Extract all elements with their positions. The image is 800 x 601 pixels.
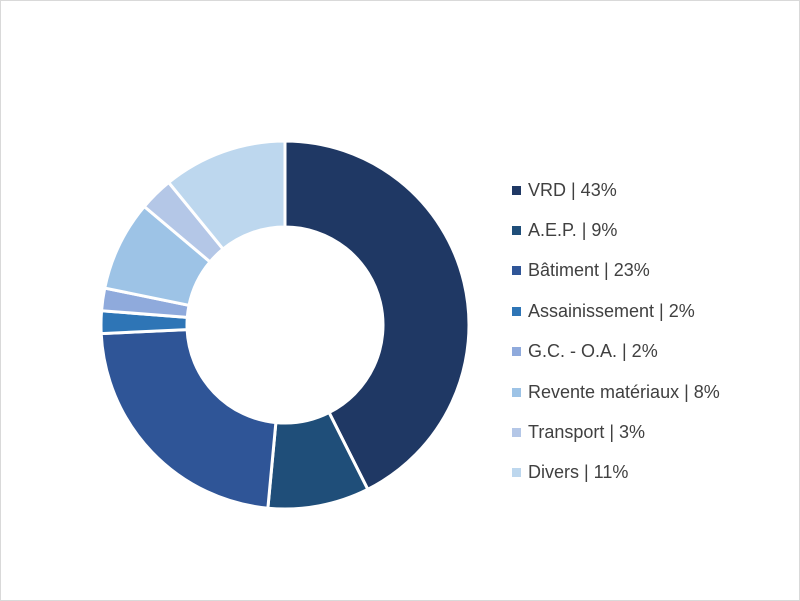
legend-item-0: VRD | 43% — [512, 170, 720, 210]
legend-label: Divers | 11% — [528, 462, 629, 483]
legend-label: VRD | 43% — [528, 179, 617, 200]
legend-swatch — [512, 428, 521, 438]
legend-item-3: Assainissement | 2% — [512, 291, 720, 331]
legend-item-1: A.E.P. | 9% — [512, 210, 720, 250]
legend-label: A.E.P. | 9% — [528, 220, 618, 241]
chart-legend: VRD | 43% A.E.P. | 9% Bâtiment | 23% Assain… — [512, 170, 720, 493]
donut-slice-7 — [166, 139, 287, 252]
legend-item-4: G.C. - O.A. | 2% — [512, 332, 720, 372]
legend-label: Transport | 3% — [528, 422, 646, 443]
donut-slice-2 — [99, 328, 278, 510]
legend-swatch — [512, 468, 521, 478]
legend-swatch — [512, 185, 521, 195]
legend-swatch — [512, 306, 521, 316]
legend-swatch — [512, 387, 521, 397]
legend-label: Assainissement | 2% — [528, 300, 695, 321]
legend-swatch — [512, 347, 521, 357]
legend-item-2: Bâtiment | 23% — [512, 251, 720, 291]
legend-swatch — [512, 266, 521, 276]
donut-slice-0 — [283, 139, 471, 492]
legend-label: Bâtiment | 23% — [528, 260, 650, 281]
legend-label: Revente matériaux | 8% — [528, 381, 720, 402]
legend-item-6: Transport | 3% — [512, 412, 720, 452]
legend-label: G.C. - O.A. | 2% — [528, 341, 658, 362]
legend-swatch — [512, 226, 521, 236]
legend-item-7: Divers | 11% — [512, 453, 720, 493]
legend-item-5: Revente matériaux | 8% — [512, 372, 720, 412]
